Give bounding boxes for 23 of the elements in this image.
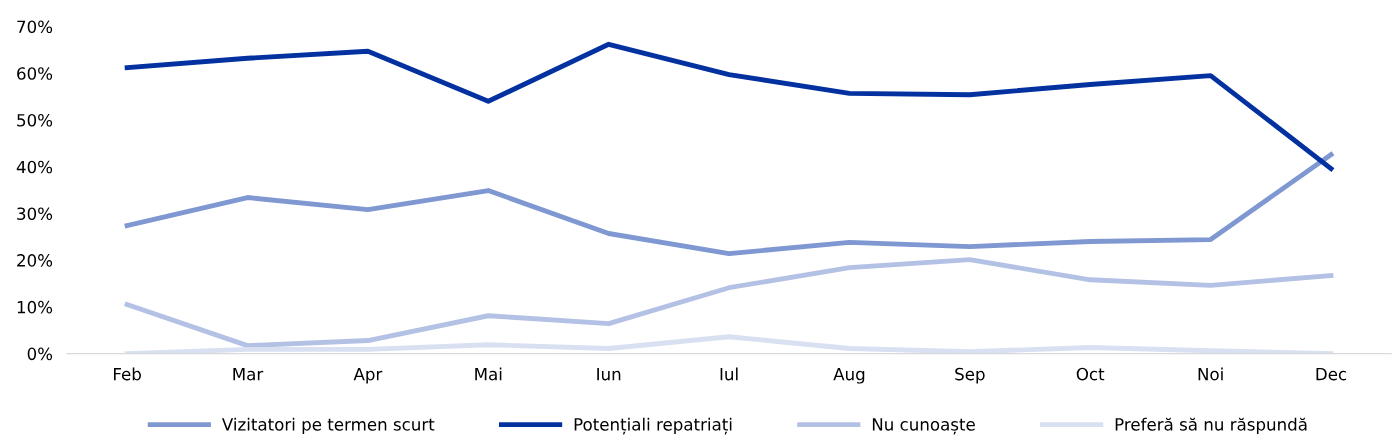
x-tick-label: Dec	[1316, 368, 1347, 381]
y-tick-label: 50%	[17, 113, 53, 127]
legend-label: Vizitatori pe termen scurt	[221, 417, 435, 434]
legend-label: Potențiali repatriați	[574, 417, 732, 435]
legend-label: Nu cunoaște	[872, 418, 975, 435]
x-tick-label: Iul	[720, 367, 738, 381]
x-tick-label: Iun	[597, 368, 621, 381]
x-tick-label: Aug	[833, 368, 865, 384]
legend-label: Preferă să nu răspundă	[1115, 417, 1307, 434]
x-tick-label: Mar	[233, 368, 264, 381]
y-tick-label: 60%	[17, 67, 53, 80]
x-tick-label: Apr	[353, 368, 383, 384]
x-tick-label: Mai	[475, 367, 502, 381]
x-tick-label: Oct	[1076, 367, 1105, 381]
y-tick-label: 70%	[17, 20, 53, 34]
y-tick-label: 20%	[17, 254, 53, 267]
x-tick-label: Feb	[113, 367, 141, 381]
x-tick-label: Noi	[1198, 367, 1223, 381]
y-tick-label: 10%	[17, 300, 53, 314]
y-tick-label: 30%	[17, 207, 53, 220]
y-tick-label: 40%	[16, 160, 53, 174]
x-tick-label: Sep	[955, 367, 985, 384]
y-tick-label: 0%	[27, 347, 53, 361]
